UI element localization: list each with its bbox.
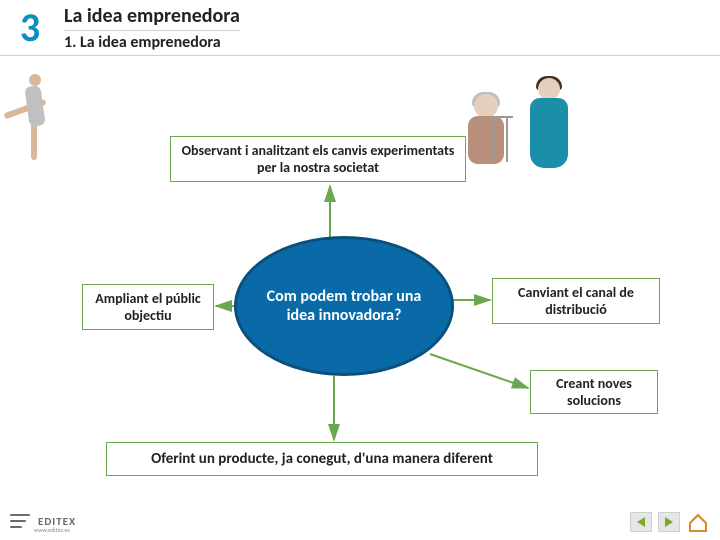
center-question-ellipse: Com podem trobar una idea innovadora? (234, 236, 454, 376)
next-button[interactable] (658, 512, 680, 532)
box-expand-audience: Ampliant el públic objectiu (82, 284, 214, 330)
chapter-title: La idea emprenedora (64, 4, 240, 28)
slide-header: 3 La idea emprenedora 1. La idea emprene… (0, 0, 720, 56)
chapter-number: 3 (0, 0, 60, 55)
section-subtitle: 1. La idea emprenedora (64, 33, 240, 52)
publisher-url: www.editex.es (34, 526, 76, 534)
prev-button[interactable] (630, 512, 652, 532)
publisher-logo: EDITEX www.editex.es (10, 514, 76, 534)
decorative-dancer-image (0, 60, 68, 170)
decorative-caregiver-image (446, 70, 596, 180)
slide: 3 La idea emprenedora 1. La idea emprene… (0, 0, 720, 540)
box-create-solutions: Creant noves solucions (530, 370, 658, 414)
box-change-channel: Canviant el canal de distribució (492, 278, 660, 324)
nav-controls (630, 510, 710, 534)
titles-block: La idea emprenedora 1. La idea emprenedo… (60, 0, 240, 55)
box-offer-differently: Oferint un producte, ja conegut, d'una m… (106, 442, 538, 476)
box-observing-changes: Observant i analitzant els canvis experi… (170, 136, 466, 182)
home-button[interactable] (686, 510, 710, 534)
